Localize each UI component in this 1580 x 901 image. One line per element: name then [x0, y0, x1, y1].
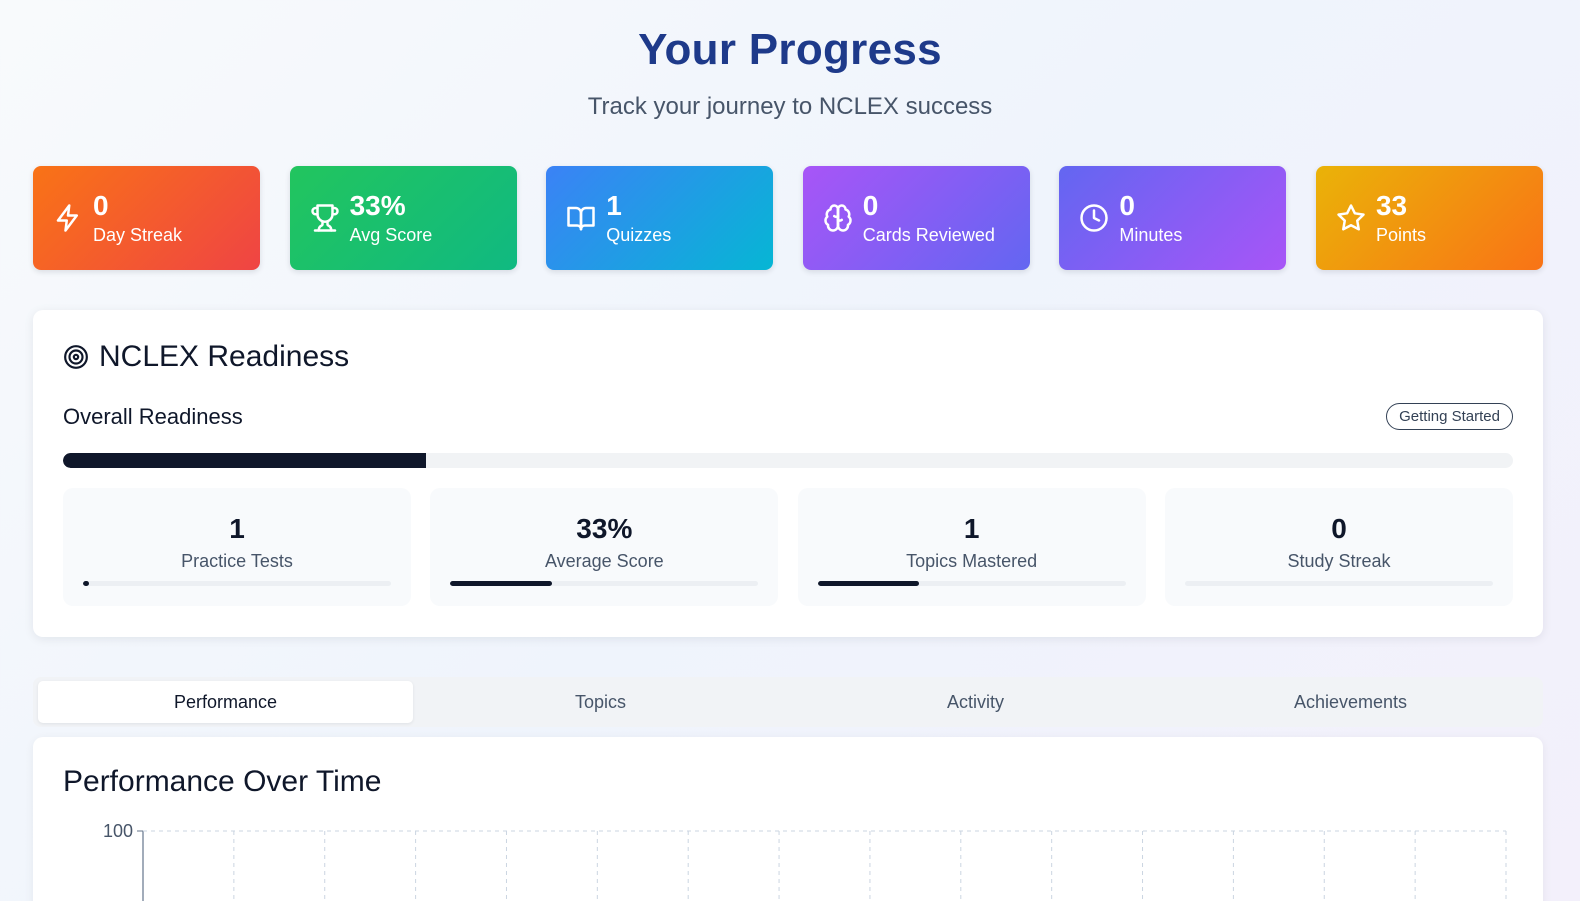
- stat-label: Points: [1375, 225, 1426, 245]
- stat-label: Quizzes: [606, 225, 672, 245]
- metric-topics-mastered: 1 Topics Mastered: [797, 488, 1146, 606]
- star-icon: [1336, 203, 1366, 233]
- metric-label: Practice Tests: [181, 551, 293, 571]
- stat-value: 0: [1119, 190, 1135, 221]
- overall-readiness-bar: [63, 453, 1513, 468]
- metric-study-streak: 0 Study Streak: [1164, 488, 1513, 606]
- metric-value: 1: [229, 513, 245, 544]
- stat-value: 0: [862, 190, 879, 221]
- metric-progress-bar: [1184, 581, 1493, 586]
- lightning-icon: [53, 203, 83, 233]
- metric-value: 33%: [576, 513, 633, 544]
- stat-value: 0: [93, 190, 109, 221]
- status-badge: Getting Started: [1386, 403, 1513, 430]
- stat-card-points: 33 Points: [1315, 166, 1543, 270]
- metric-progress-fill: [817, 581, 920, 586]
- readiness-card: NCLEX Readiness Overall Readiness Gettin…: [33, 310, 1543, 637]
- stat-label: Day Streak: [93, 225, 183, 245]
- clock-icon: [1079, 203, 1109, 233]
- performance-title: Performance Over Time: [63, 765, 382, 798]
- readiness-metrics: 1 Practice Tests 33% Average Score 1 Top…: [63, 488, 1513, 606]
- stat-value: 33: [1375, 190, 1408, 221]
- performance-chart: 100: [103, 821, 1507, 901]
- performance-card: Performance Over Time 100: [33, 737, 1543, 901]
- page-subtitle: Track your journey to NCLEX success: [587, 93, 993, 120]
- metric-progress-bar: [450, 581, 759, 586]
- readiness-title: NCLEX Readiness: [63, 340, 349, 374]
- metric-label: Study Streak: [1287, 551, 1391, 571]
- metric-progress-fill: [83, 581, 90, 586]
- tab-achievements[interactable]: Achievements: [1293, 691, 1408, 712]
- stat-card-cards-reviewed: 0 Cards Reviewed: [802, 166, 1030, 270]
- metric-value: 1: [963, 513, 980, 544]
- page-title: Your Progress: [638, 25, 942, 74]
- stat-label: Minutes: [1119, 225, 1183, 245]
- metric-label: Average Score: [544, 551, 664, 571]
- book-icon: [566, 203, 596, 233]
- stat-value: 33%: [349, 190, 406, 221]
- overall-readiness-label: Overall Readiness: [63, 404, 243, 429]
- metric-progress-bar: [83, 581, 391, 586]
- tab-topics[interactable]: Topics: [574, 691, 627, 712]
- metric-label: Topics Mastered: [906, 551, 1038, 571]
- metric-progress-bar: [817, 581, 1126, 586]
- brain-icon: [823, 203, 853, 233]
- stat-card-day-streak: 0 Day Streak: [33, 166, 260, 270]
- stats-row: 0 Day Streak 33% Avg Score 1 Quizzes 0 C…: [33, 166, 1543, 270]
- stat-card-minutes: 0 Minutes: [1059, 166, 1287, 270]
- metric-value: 0: [1331, 513, 1347, 544]
- trophy-icon: [310, 203, 340, 233]
- metric-average-score: 33% Average Score: [430, 488, 779, 606]
- metric-progress-fill: [450, 581, 552, 586]
- progress-tabs: Performance Topics Activity Achievements: [33, 677, 1543, 727]
- y-tick-label: 100: [103, 821, 133, 841]
- metric-practice-tests: 1 Practice Tests: [63, 488, 411, 606]
- stat-label: Cards Reviewed: [862, 225, 995, 245]
- stat-card-quizzes: 1 Quizzes: [546, 166, 774, 270]
- stat-value: 1: [606, 190, 622, 221]
- stat-card-avg-score: 33% Avg Score: [289, 166, 517, 270]
- target-icon: [63, 344, 89, 370]
- tab-performance[interactable]: Performance: [38, 681, 413, 723]
- readiness-title-text: NCLEX Readiness: [99, 340, 350, 373]
- tab-activity[interactable]: Activity: [946, 691, 1004, 712]
- stat-label: Avg Score: [349, 225, 433, 245]
- page-header: Your Progress Track your journey to NCLE…: [0, 0, 1580, 122]
- overall-readiness-fill: [63, 453, 426, 468]
